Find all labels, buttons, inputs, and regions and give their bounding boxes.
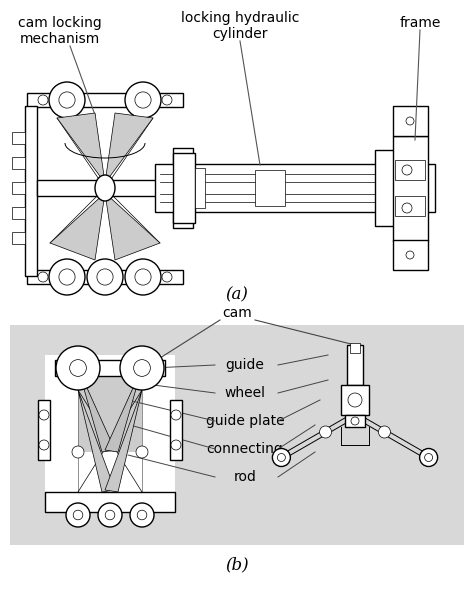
Circle shape [134,359,150,376]
Bar [45,355,175,505]
Bar [395,160,425,180]
Text: guide plate: guide plate [206,414,284,428]
Bar [173,148,193,228]
Polygon shape [78,368,115,452]
Bar [27,93,183,107]
Bar [393,240,428,270]
Circle shape [273,448,291,466]
Polygon shape [78,368,142,452]
Circle shape [277,453,285,462]
Bar [25,106,37,276]
Bar [393,106,428,136]
Polygon shape [105,390,142,492]
Circle shape [39,440,49,450]
Bar [55,360,165,376]
Polygon shape [50,193,105,260]
Text: cam: cam [222,306,252,320]
Bar [155,164,435,212]
Circle shape [87,259,123,295]
Polygon shape [78,390,115,492]
Circle shape [425,453,433,462]
Circle shape [97,269,113,285]
Circle shape [49,259,85,295]
Bar [375,150,395,226]
Circle shape [402,165,412,175]
Circle shape [319,426,331,438]
Text: connecting: connecting [207,442,283,456]
Bar [395,196,425,216]
Ellipse shape [95,175,115,201]
Circle shape [66,503,90,527]
Circle shape [402,203,412,213]
Bar [37,180,173,196]
Bar [45,492,175,512]
Bar [38,400,50,460]
Bar [347,345,363,385]
Circle shape [38,272,48,282]
Bar [12,207,25,219]
Polygon shape [105,113,153,183]
Bar [350,343,360,353]
Polygon shape [105,368,142,452]
Text: cylinder: cylinder [212,27,268,41]
Bar [12,232,25,244]
Text: wheel: wheel [225,386,265,400]
Circle shape [351,417,359,425]
Circle shape [378,426,391,438]
Bar [173,153,195,223]
Circle shape [419,448,438,466]
Bar [345,415,365,427]
Circle shape [59,92,75,108]
Bar [12,132,25,144]
Text: rod: rod [234,470,256,484]
Bar [341,385,369,415]
Polygon shape [105,193,160,260]
Circle shape [56,346,100,390]
Circle shape [171,410,181,420]
Circle shape [49,82,85,118]
Circle shape [406,117,414,125]
Circle shape [70,359,86,376]
Bar [255,170,285,206]
Circle shape [162,95,172,105]
Circle shape [130,503,154,527]
Text: locking hydraulic: locking hydraulic [181,11,299,25]
Circle shape [98,503,122,527]
Text: guide: guide [226,358,264,372]
Circle shape [125,82,161,118]
Circle shape [135,269,151,285]
Circle shape [135,92,151,108]
Circle shape [137,510,147,520]
Circle shape [72,446,84,458]
Circle shape [171,440,181,450]
Text: frame: frame [399,16,441,30]
Polygon shape [57,113,105,183]
Circle shape [120,346,164,390]
Bar [27,270,183,284]
Bar [393,136,428,241]
Circle shape [59,269,75,285]
Circle shape [38,95,48,105]
Circle shape [136,446,148,458]
Bar [170,400,182,460]
Text: mechanism: mechanism [20,32,100,46]
Text: (b): (b) [225,557,249,573]
Bar [12,157,25,169]
Text: (a): (a) [226,286,248,304]
Bar [195,168,205,208]
Text: cam locking: cam locking [18,16,102,30]
Circle shape [162,272,172,282]
Circle shape [125,259,161,295]
Circle shape [39,410,49,420]
Bar [12,182,25,194]
Circle shape [73,510,83,520]
Circle shape [406,251,414,259]
Circle shape [105,510,115,520]
Circle shape [348,393,362,407]
Bar [10,325,464,545]
